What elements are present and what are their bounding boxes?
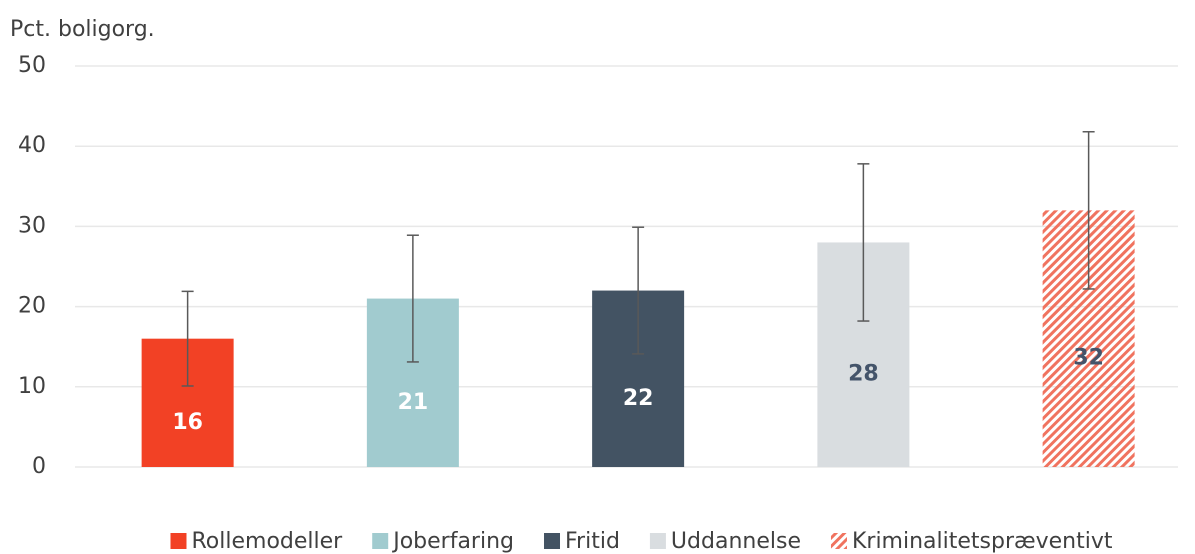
y-tick-label: 10: [18, 374, 46, 399]
error-bar: [632, 226, 645, 355]
legend-swatch: [544, 533, 561, 549]
legend-swatch: [830, 533, 847, 549]
y-tick-label: 40: [18, 133, 46, 158]
data-label: 28: [848, 362, 879, 387]
error-bar: [181, 290, 194, 387]
error-bar: [1082, 131, 1095, 290]
data-label: 22: [623, 386, 654, 411]
legend-label: Rollemodeller: [191, 529, 343, 554]
legend-swatch: [372, 533, 389, 549]
data-label: 21: [398, 390, 429, 415]
data-label: 32: [1073, 346, 1104, 371]
legend-label: Kriminalitetspræventivt: [852, 529, 1113, 554]
error-bar: [406, 234, 419, 363]
data-label: 16: [172, 410, 203, 435]
legend-swatch: [170, 533, 187, 549]
y-tick-label: 20: [18, 294, 46, 319]
y-tick-label: 30: [18, 213, 46, 238]
legend-label: Uddannelse: [671, 529, 801, 554]
legend: Rollemodeller Joberfaring Fritid Uddannelse…: [170, 529, 1113, 554]
legend-label: Fritid: [565, 529, 620, 554]
legend-swatch: [649, 533, 666, 549]
y-tick-label: 50: [18, 53, 46, 78]
legend-label: Joberfaring: [391, 529, 514, 554]
y-tick-label: 0: [32, 454, 46, 479]
y-axis-label: Pct. boligorg.: [10, 17, 155, 42]
error-bar: [857, 163, 870, 322]
